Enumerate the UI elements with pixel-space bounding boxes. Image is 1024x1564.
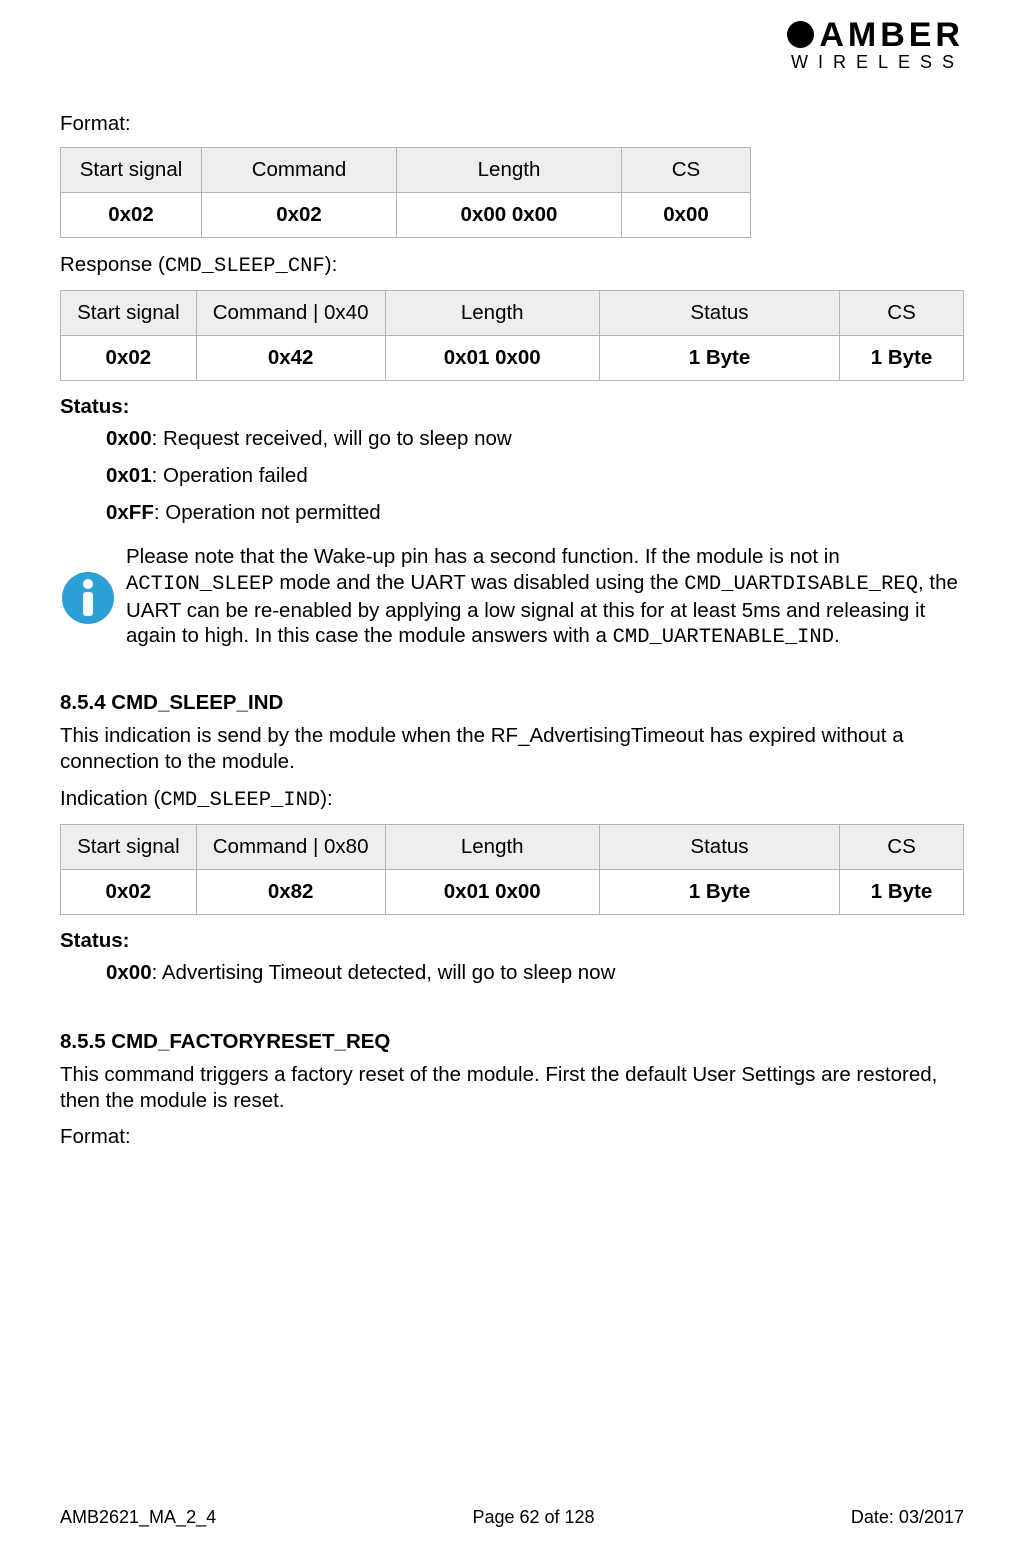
th: Start signal [61,824,197,869]
status-label: Status: [60,929,964,953]
status-label: Status: [60,395,964,419]
status-text: : Advertising Timeout detected, will go … [152,961,616,984]
th: Length [385,291,599,336]
text: Please note that the Wake-up pin has a s… [126,545,840,568]
table-header-row: Start signal Command | 0x40 Length Statu… [61,291,964,336]
code-text: CMD_UARTDISABLE_REQ [684,573,918,596]
text: Response ( [60,253,165,276]
td: 1 Byte [599,869,839,914]
th: Status [599,824,839,869]
th: Start signal [61,148,202,193]
logo-text-amber: AMBER [819,16,964,54]
td: 0x82 [196,869,385,914]
status-item: 0x00: Advertising Timeout detected, will… [106,957,964,990]
footer-center: Page 62 of 128 [472,1507,594,1528]
section-heading-854: 8.5.4 CMD_SLEEP_IND [60,691,964,715]
td: 0x02 [61,336,197,381]
footer-right: Date: 03/2017 [851,1507,964,1528]
status-item: 0xFF: Operation not permitted [106,497,964,530]
status-item: 0x00: Request received, will go to sleep… [106,423,964,456]
table-header-row: Start signal Command Length CS [61,148,751,193]
td: 0x02 [202,193,397,238]
td: 0x01 0x00 [385,869,599,914]
code-text: CMD_SLEEP_CNF [165,255,325,278]
status-block-1: Status: 0x00: Request received, will go … [60,395,964,529]
text: mode and the UART was disabled using the [274,571,685,594]
response-table: Start signal Command | 0x40 Length Statu… [60,290,964,381]
section-854-desc: This indication is send by the module wh… [60,723,964,775]
logo-bullet-icon [787,21,814,48]
td: 1 Byte [840,869,964,914]
logo-line2: WIRELESS [60,53,964,71]
status-code: 0x00 [106,961,152,984]
td: 0x00 [622,193,751,238]
th: Status [599,291,839,336]
info-note: Please note that the Wake-up pin has a s… [60,544,964,651]
th: Command | 0x80 [196,824,385,869]
td: 0x42 [196,336,385,381]
td: 1 Byte [599,336,839,381]
footer-left: AMB2621_MA_2_4 [60,1507,216,1528]
text: . [834,624,840,647]
section-855-desc: This command triggers a factory reset of… [60,1062,964,1114]
status-code: 0x00 [106,427,152,450]
format-label-855: Format: [60,1124,964,1150]
status-block-2: Status: 0x00: Advertising Timeout detect… [60,929,964,990]
info-icon [60,570,116,626]
text: ): [325,253,338,276]
code-text: CMD_SLEEP_IND [160,789,320,812]
th: Command [202,148,397,193]
table-row: 0x02 0x42 0x01 0x00 1 Byte 1 Byte [61,336,964,381]
code-text: CMD_UARTENABLE_IND [613,626,834,649]
td: 1 Byte [840,336,964,381]
indication-label: Indication (CMD_SLEEP_IND): [60,786,964,814]
th: Command | 0x40 [196,291,385,336]
td: 0x02 [61,869,197,914]
logo-line1: AMBER [60,18,964,52]
th: CS [840,824,964,869]
table-row: 0x02 0x82 0x01 0x00 1 Byte 1 Byte [61,869,964,914]
td: 0x01 0x00 [385,336,599,381]
code-text: ACTION_SLEEP [126,573,274,596]
th: Start signal [61,291,197,336]
status-text: : Operation not permitted [154,501,381,524]
brand-logo: AMBER WIRELESS [60,18,964,71]
info-text: Please note that the Wake-up pin has a s… [126,544,964,651]
table-header-row: Start signal Command | 0x80 Length Statu… [61,824,964,869]
format-table: Start signal Command Length CS 0x02 0x02… [60,147,751,238]
th: CS [622,148,751,193]
section-heading-855: 8.5.5 CMD_FACTORYRESET_REQ [60,1030,964,1054]
page-footer: AMB2621_MA_2_4 Page 62 of 128 Date: 03/2… [60,1507,964,1528]
td: 0x02 [61,193,202,238]
text: ): [320,787,333,810]
status-text: : Operation failed [152,464,308,487]
th: CS [840,291,964,336]
th: Length [397,148,622,193]
text: Indication ( [60,787,160,810]
status-code: 0x01 [106,464,152,487]
status-text: : Request received, will go to sleep now [152,427,512,450]
td: 0x00 0x00 [397,193,622,238]
status-item: 0x01: Operation failed [106,460,964,493]
indication-table: Start signal Command | 0x80 Length Statu… [60,824,964,915]
th: Length [385,824,599,869]
response-label: Response (CMD_SLEEP_CNF): [60,252,964,280]
format-label: Format: [60,111,964,137]
status-code: 0xFF [106,501,154,524]
table-row: 0x02 0x02 0x00 0x00 0x00 [61,193,751,238]
